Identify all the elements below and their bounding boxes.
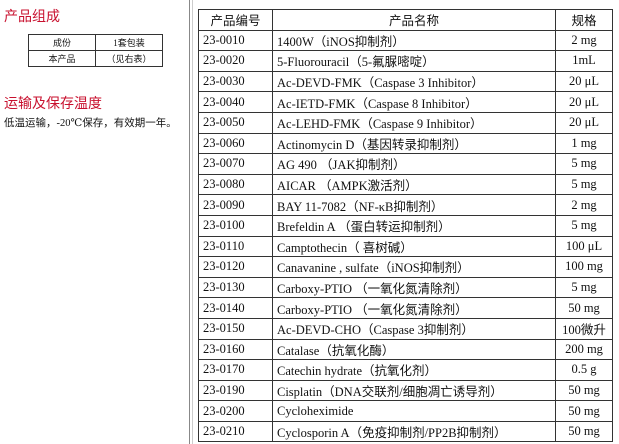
table-cell: 23-0080 (198, 173, 273, 196)
table-cell: 50 mg (555, 379, 613, 402)
table-cell: 23-0170 (198, 359, 273, 381)
table-row: 23-0170 Catechin hydrate（抗氧化剂） 0.5 g (198, 359, 613, 381)
table-cell: 200 mg (555, 338, 613, 361)
table-cell: 50 mg (555, 400, 613, 422)
table-cell: 20 μL (555, 91, 613, 113)
table-row: 23-0010 1400W（iNOS抑制剂） 2 mg (198, 29, 613, 52)
table-cell: 100 mg (555, 256, 613, 278)
table-cell: 20 μL (555, 111, 613, 134)
table-cell: Cisplatin（DNA交联剂/细胞凋亡诱导剂） (272, 379, 556, 402)
section-title: 产品组成 (4, 10, 60, 25)
header-cell: 产品编号 (198, 9, 273, 31)
table-cell: Canavanine , sulfate（iNOS抑制剂） (272, 256, 556, 278)
table-row: 23-0140 Carboxy-PTIO （一氧化氮清除剂） 50 mg (198, 297, 613, 319)
table-cell: AG 490 （JAK抑制剂） (272, 153, 556, 175)
divider (189, 0, 190, 444)
table-cell: 100 μL (555, 235, 613, 258)
table-cell: 23-0130 (198, 276, 273, 299)
table-cell: 20 μL (555, 70, 613, 93)
table-row: 23-0070 AG 490 （JAK抑制剂） 5 mg (198, 153, 613, 175)
table-cell: 23-0100 (198, 214, 273, 237)
table-row: 23-0040 Ac-IETD-FMK（Caspase 8 Inhibitor） 2… (198, 91, 613, 113)
table-cell: Catalase（抗氧化酶） (272, 338, 556, 361)
left-panel: 产品组成 成份 1套包装 本产品 （见右表） 运输及保存温度 低温运输，-20℃保存… (4, 6, 186, 131)
header-cell: 成份 (28, 34, 96, 51)
divider (192, 0, 193, 444)
table-cell: 2 mg (555, 194, 613, 216)
table-row: 本产品 （见右表） (28, 50, 163, 67)
header-cell: 1套包装 (95, 34, 163, 51)
table-cell: 5 mg (555, 276, 613, 299)
table-cell: 23-0140 (198, 297, 273, 319)
table-cell: 1mL (555, 50, 613, 72)
table-cell: 23-0050 (198, 111, 273, 134)
table-row: 23-0210 Cyclosporin A（免疫抑制剂/PP2B抑制剂） 50 mg (198, 420, 613, 443)
table-cell: 50 mg (555, 420, 613, 443)
table-cell: 23-0020 (198, 50, 273, 72)
table-cell: 23-0040 (198, 91, 273, 113)
table-cell: 23-0200 (198, 400, 273, 422)
table-row: 23-0100 Brefeldin A （蛋白转运抑制剂） 5 mg (198, 214, 613, 237)
table-cell: Ac-DEVD-CHO（Caspase 3抑制剂） (272, 317, 556, 340)
header-cell: 产品名称 (272, 9, 556, 31)
table-cell: 5 mg (555, 153, 613, 175)
table-cell: 100微升 (555, 317, 613, 340)
table-cell: 23-0010 (198, 29, 273, 52)
table-row: 23-0050 Ac-LEHD-FMK（Caspase 9 Inhibitor） 2… (198, 111, 613, 134)
table-cell: 23-0190 (198, 379, 273, 402)
table-cell: （见右表） (95, 50, 163, 67)
table-row: 23-0060 Actinomycin D（基因转录抑制剂） 1 mg (198, 132, 613, 155)
table-cell: BAY 11-7082（NF-κB抑制剂） (272, 194, 556, 216)
table-row: 23-0160 Catalase（抗氧化酶） 200 mg (198, 338, 613, 361)
table-row: 23-0110 Camptothecin（ 喜树碱） 100 μL (198, 235, 613, 258)
table-row: 23-0150 Ac-DEVD-CHO（Caspase 3抑制剂） 100微升 (198, 317, 613, 340)
table-cell: Cyclosporin A（免疫抑制剂/PP2B抑制剂） (272, 420, 556, 443)
table-cell: Cycloheximide (272, 400, 556, 422)
header-cell: 规格 (555, 9, 613, 31)
table-cell: 23-0070 (198, 153, 273, 175)
table-row: 23-0090 BAY 11-7082（NF-κB抑制剂） 2 mg (198, 194, 613, 216)
table-cell: Carboxy-PTIO （一氧化氮清除剂） (272, 297, 556, 319)
composition-table: 成份 1套包装 本产品 （见右表） (28, 34, 163, 67)
table-cell: 23-0120 (198, 256, 273, 278)
table-cell: Camptothecin（ 喜树碱） (272, 235, 556, 258)
table-cell: Ac-IETD-FMK（Caspase 8 Inhibitor） (272, 91, 556, 113)
section-title: 运输及保存温度 (4, 97, 102, 112)
table-cell: 2 mg (555, 29, 613, 52)
table-cell: 23-0110 (198, 235, 273, 258)
table-header: 产品编号 产品名称 规格 (198, 9, 613, 31)
table-cell: 0.5 g (555, 359, 613, 381)
table-cell: 23-0150 (198, 317, 273, 340)
table-row: 23-0200 Cycloheximide 50 mg (198, 400, 613, 422)
table-cell: Carboxy-PTIO （一氧化氮清除剂） (272, 276, 556, 299)
table-row: 23-0190 Cisplatin（DNA交联剂/细胞凋亡诱导剂） 50 mg (198, 379, 613, 402)
table-row: 23-0030 Ac-DEVD-FMK（Caspase 3 Inhibitor） 2… (198, 70, 613, 93)
table-cell: AICAR （AMPK激活剂） (272, 173, 556, 196)
table-cell: 23-0160 (198, 338, 273, 361)
storage-text: 低温运输，-20℃保存，有效期一年。 (4, 118, 177, 129)
table-row: 23-0130 Carboxy-PTIO （一氧化氮清除剂） 5 mg (198, 276, 613, 299)
table-row: 23-0020 5-Fluorouracil（5-氟脲嘧啶） 1mL (198, 50, 613, 72)
table-cell: 5-Fluorouracil（5-氟脲嘧啶） (272, 50, 556, 72)
table-cell: Actinomycin D（基因转录抑制剂） (272, 132, 556, 155)
table-cell: Catechin hydrate（抗氧化剂） (272, 359, 556, 381)
table-cell: 23-0090 (198, 194, 273, 216)
table-cell: 1 mg (555, 132, 613, 155)
table-header: 成份 1套包装 (28, 34, 163, 51)
table-row: 23-0120 Canavanine , sulfate（iNOS抑制剂） 100 … (198, 256, 613, 278)
table-cell: 本产品 (28, 50, 96, 67)
table-cell: 23-0030 (198, 70, 273, 93)
table-cell: 1400W（iNOS抑制剂） (272, 29, 556, 52)
table-cell: 5 mg (555, 173, 613, 196)
table-cell: 23-0060 (198, 132, 273, 155)
table-cell: Ac-DEVD-FMK（Caspase 3 Inhibitor） (272, 70, 556, 93)
table-cell: Brefeldin A （蛋白转运抑制剂） (272, 214, 556, 237)
table-cell: 50 mg (555, 297, 613, 319)
product-table: 产品编号 产品名称 规格 23-0010 1400W（iNOS抑制剂） 2 mg 23-0… (198, 9, 613, 443)
table-row: 23-0080 AICAR （AMPK激活剂） 5 mg (198, 173, 613, 196)
table-cell: 5 mg (555, 214, 613, 237)
table-cell: 23-0210 (198, 420, 273, 443)
table-cell: Ac-LEHD-FMK（Caspase 9 Inhibitor） (272, 111, 556, 134)
